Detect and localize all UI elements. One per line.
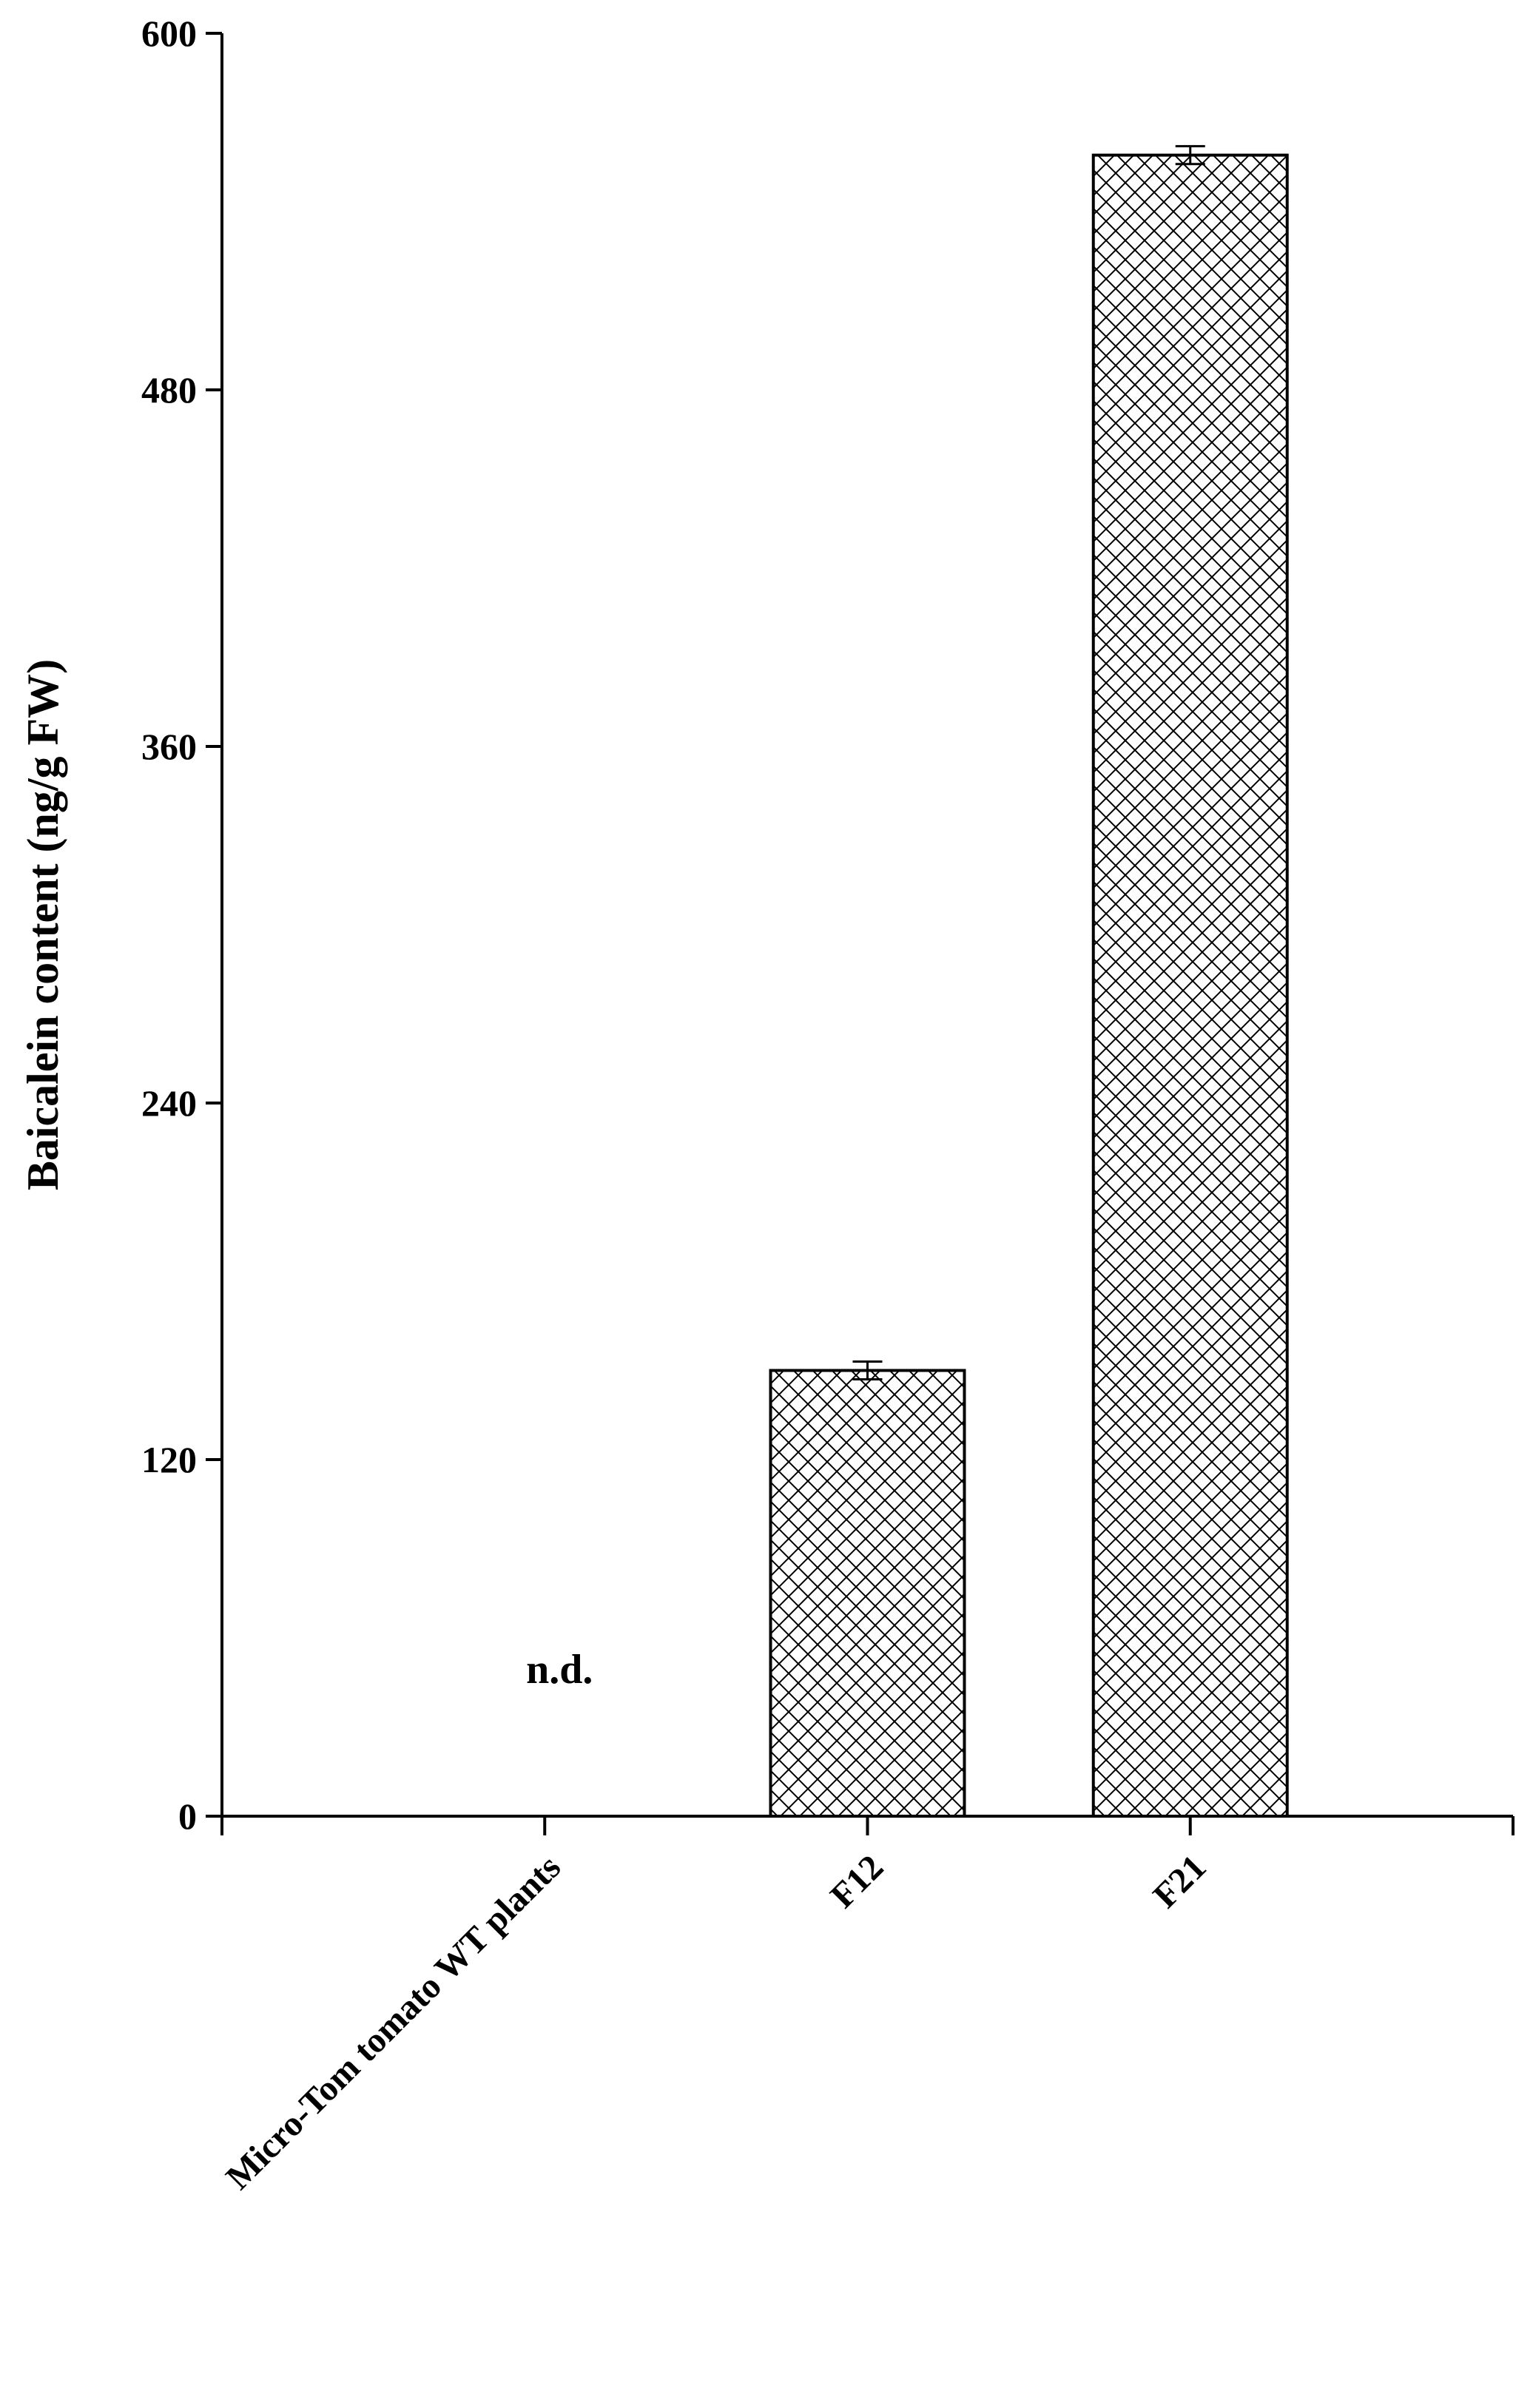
y-tick-label: 600	[141, 13, 197, 54]
y-tick-label: 120	[141, 1439, 197, 1480]
y-tick-label: 480	[141, 369, 197, 411]
bar-f12	[769, 1369, 966, 1818]
y-tick-label: 0	[178, 1795, 197, 1837]
bar-f21	[1091, 153, 1289, 1818]
x-category-label: F12	[823, 1847, 891, 1915]
y-tick-label: 240	[141, 1082, 197, 1124]
y-axis-label: Baicalein content (ng/g FW)	[18, 659, 67, 1190]
y-tick-label: 360	[141, 726, 197, 767]
x-category-label: Micro-Tom tomato WT plants	[218, 1847, 568, 2197]
plot-area: 0 120 240 360 480 600 Baicalein content (ng/g …	[18, 13, 1515, 2197]
x-category-label: F21	[1145, 1847, 1213, 1915]
not-detected-annotation: n.d.	[526, 1647, 593, 1693]
